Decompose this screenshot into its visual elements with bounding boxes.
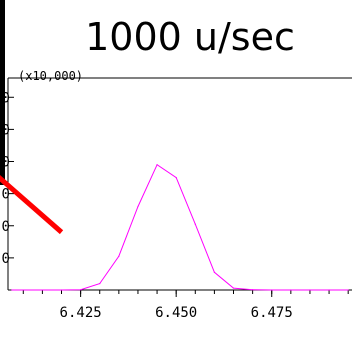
data-point bbox=[271, 289, 273, 291]
chart-title: 1000 u/sec bbox=[85, 15, 295, 59]
x-tick-label: 6.450 bbox=[155, 305, 197, 321]
data-point bbox=[309, 289, 311, 291]
data-point bbox=[137, 205, 139, 208]
data-point bbox=[118, 255, 120, 257]
data-point bbox=[80, 289, 82, 291]
x-tick-label: 6.475 bbox=[251, 305, 293, 321]
y-axis: 1.0 2.0 3.0 4.0 5.0 6.0 bbox=[0, 90, 14, 267]
series-layer bbox=[11, 163, 349, 291]
data-point bbox=[213, 271, 215, 273]
data-point bbox=[347, 289, 349, 291]
data-point bbox=[252, 289, 254, 291]
left-edge-bar bbox=[0, 0, 5, 185]
y-tick-label: 1.0 bbox=[0, 251, 10, 267]
data-point bbox=[99, 282, 101, 285]
x-axis: 6.425 6.450 6.475 bbox=[22, 290, 349, 321]
y-tick-label: 4.0 bbox=[0, 155, 10, 171]
annotation-layer bbox=[0, 175, 64, 235]
data-point bbox=[232, 287, 235, 289]
y-tick-label: 5.0 bbox=[0, 122, 10, 138]
series-line-0 bbox=[11, 163, 349, 291]
data-point bbox=[156, 164, 158, 166]
data-point bbox=[60, 289, 63, 291]
red-annotation-line bbox=[0, 175, 64, 235]
data-point bbox=[194, 223, 196, 225]
x-tick-label: 6.425 bbox=[60, 305, 102, 321]
y-tick-label: 2.0 bbox=[0, 219, 10, 235]
data-point bbox=[175, 176, 177, 179]
y-tick-label: 3.0 bbox=[0, 187, 10, 203]
data-point bbox=[290, 289, 292, 291]
data-point bbox=[328, 289, 330, 291]
data-point bbox=[11, 289, 13, 291]
y-axis-multiplier: (x10,000) bbox=[18, 69, 83, 83]
y-tick-label: 6.0 bbox=[0, 90, 10, 106]
